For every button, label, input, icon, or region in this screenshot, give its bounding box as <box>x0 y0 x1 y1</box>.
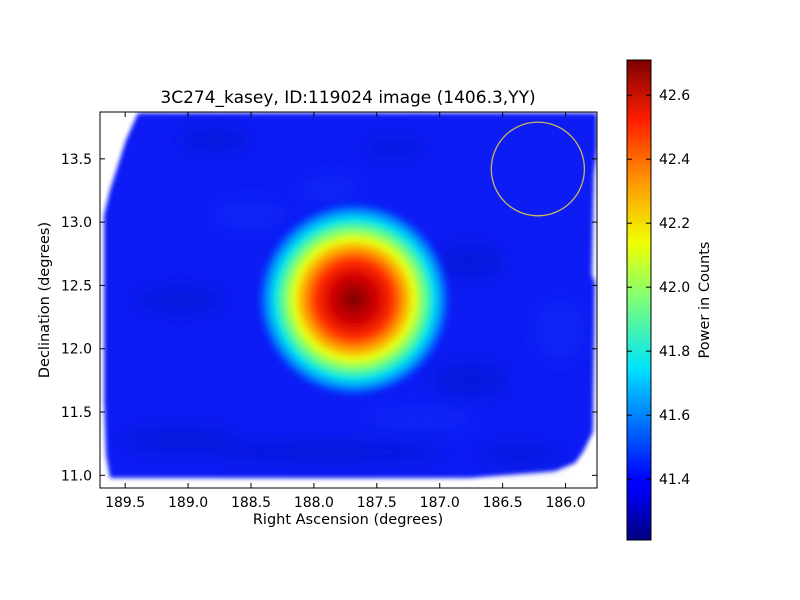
x-tick-label: 186.5 <box>483 495 523 511</box>
y-axis-ticks: 11.0 11.5 12.0 12.5 13.0 13.5 <box>61 152 597 484</box>
colorbar-tick-label: 41.8 <box>659 344 690 360</box>
y-tick-label: 13.0 <box>61 215 92 231</box>
colorbar-label: Power in Counts <box>697 242 713 359</box>
colorbar-tick-label: 42.6 <box>659 88 690 104</box>
y-tick-label: 12.5 <box>61 278 92 294</box>
background-structure <box>120 128 585 465</box>
bright-source <box>254 199 454 400</box>
y-tick-label: 13.5 <box>61 152 92 168</box>
x-tick-label: 189.5 <box>105 495 145 511</box>
x-tick-label: 188.5 <box>231 495 271 511</box>
y-tick-label: 11.5 <box>61 405 92 421</box>
x-tick-label: 188.0 <box>294 495 334 511</box>
chart-title: 3C274_kasey, ID:119024 image (1406.3,YY) <box>160 88 535 108</box>
heatmap-image <box>104 113 597 478</box>
colorbar <box>626 59 652 541</box>
y-tick-label: 11.0 <box>61 468 92 484</box>
x-tick-label: 189.0 <box>168 495 208 511</box>
x-tick-label: 187.5 <box>357 495 397 511</box>
colorbar-tick-label: 41.4 <box>659 472 690 488</box>
colorbar-tick-label: 42.2 <box>659 216 690 232</box>
x-axis-label: Right Ascension (degrees) <box>253 512 443 528</box>
x-axis-ticks: 189.5 189.0 188.5 188.0 187.5 187.0 186.5 186.0 <box>105 112 586 511</box>
y-tick-label: 12.0 <box>61 342 92 358</box>
colorbar-ticks: 41.4 41.6 41.8 42.0 42.2 42.4 42.6 <box>627 88 690 488</box>
beam-circle <box>490 121 586 217</box>
colorbar-tick-label: 42.0 <box>659 280 690 296</box>
x-tick-label: 186.0 <box>545 495 585 511</box>
y-axis-label: Declination (degrees) <box>37 222 53 378</box>
plot-frame <box>99 111 598 489</box>
x-tick-label: 187.0 <box>420 495 460 511</box>
colorbar-tick-label: 42.4 <box>659 152 690 168</box>
colorbar-tick-label: 41.6 <box>659 408 690 424</box>
